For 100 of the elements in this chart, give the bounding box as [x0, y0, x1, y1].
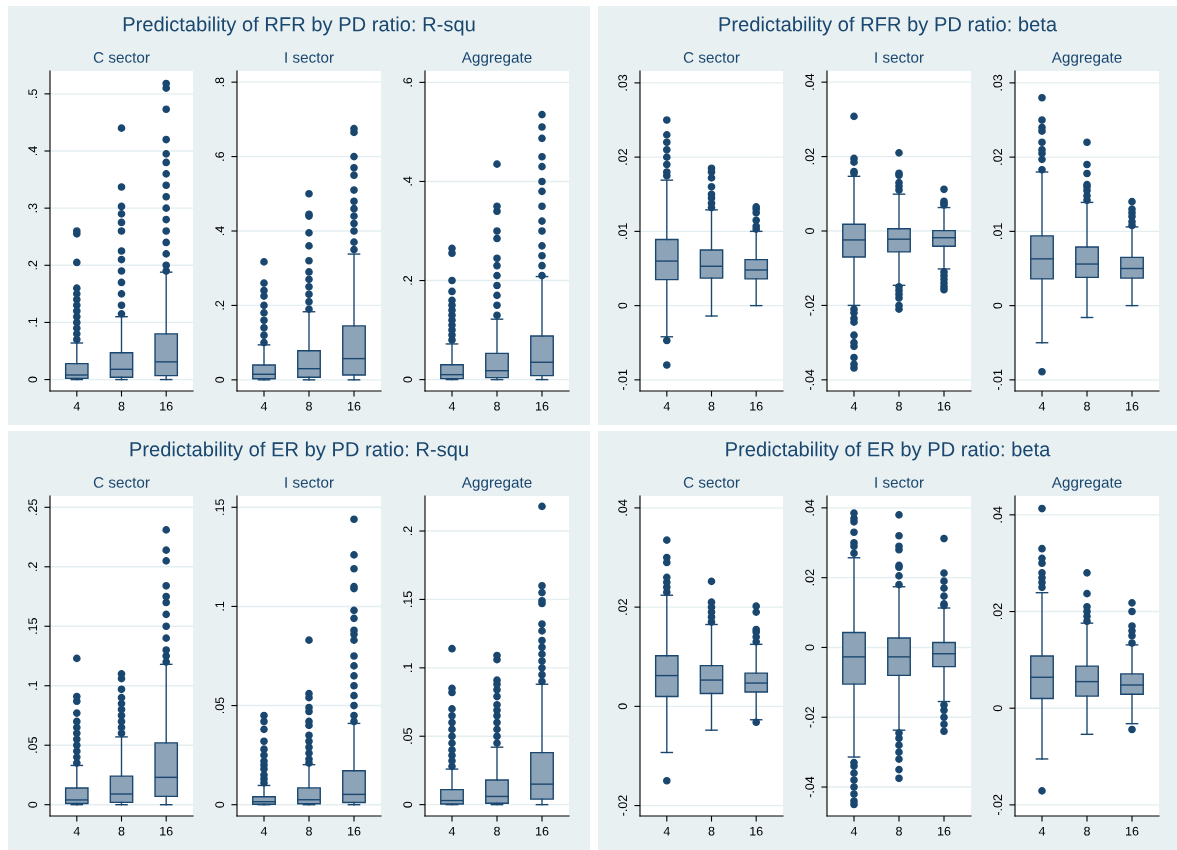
- x-tick-label: 4: [260, 401, 268, 411]
- chart-subtitle: I sector: [875, 477, 924, 488]
- x-tick-label: 16: [348, 401, 361, 411]
- y-tick-label: .15: [28, 618, 38, 634]
- x-tick-label: 8: [896, 401, 902, 411]
- y-tick-label: 0: [403, 376, 413, 383]
- x-tick-label: 4: [1038, 401, 1046, 411]
- x-tick-label: 16: [536, 401, 549, 411]
- y-tick-label: .1: [215, 601, 224, 611]
- chart-subtitle: Aggregate: [461, 477, 532, 491]
- y-tick-label: -.04: [805, 776, 815, 798]
- x-tick-label: 16: [938, 826, 951, 836]
- y-tick-label: -.02: [805, 707, 815, 728]
- x-tick-label: 8: [118, 826, 125, 836]
- y-tick-label: .4: [215, 226, 224, 236]
- y-tick-label: .02: [618, 149, 628, 165]
- x-tick-label: 4: [850, 826, 858, 836]
- x-tick-label: 16: [1126, 826, 1139, 836]
- y-tick-label: .15: [215, 499, 225, 515]
- x-tick-label: 8: [118, 401, 125, 411]
- text: Predictability of RFR by PD ratio: beta: [719, 16, 1058, 36]
- x-tick-label: 8: [494, 401, 500, 411]
- y-tick-label: 0: [618, 302, 628, 309]
- y-tick-label: .6: [403, 77, 413, 87]
- x-tick-label: 4: [850, 401, 858, 411]
- x-tick-label: 16: [160, 401, 173, 411]
- x-tick-label: 16: [750, 401, 763, 411]
- chart-subtitle: C sector: [683, 52, 740, 63]
- x-tick-label: 8: [708, 401, 715, 411]
- chart-subtitle: C sector: [93, 52, 150, 63]
- x-tick-label: 16: [938, 401, 951, 411]
- y-tick-label: 0: [805, 228, 815, 234]
- y-tick-label: .25: [28, 499, 38, 515]
- chart-subtitle: I sector: [285, 52, 334, 63]
- x-tick-label: 8: [1084, 401, 1090, 411]
- text: Predictability of RFR by PD ratio: R-squ: [123, 16, 475, 36]
- chart-subtitle: C sector: [93, 477, 150, 488]
- y-tick-label: .02: [993, 149, 1003, 165]
- y-tick-label: .1: [403, 663, 412, 672]
- x-tick-label: 8: [306, 401, 312, 411]
- y-tick-label: .2: [403, 526, 412, 536]
- y-tick-label: .02: [805, 569, 815, 586]
- y-tick-label: 0: [805, 644, 815, 651]
- chart-subtitle: I sector: [285, 477, 334, 488]
- y-tick-label: .3: [28, 203, 38, 213]
- text: Predictability of ER by PD ratio: R-squ: [130, 441, 468, 461]
- x-tick-label: 4: [260, 826, 268, 836]
- y-tick-label: 0: [403, 801, 413, 808]
- y-tick-label: .15: [403, 591, 413, 607]
- x-tick-label: 8: [708, 826, 715, 836]
- x-tick-label: 16: [536, 826, 549, 836]
- x-tick-label: 4: [448, 401, 456, 411]
- y-tick-label: .4: [28, 146, 37, 156]
- y-tick-label: -.02: [993, 794, 1003, 816]
- y-tick-label: .5: [28, 89, 38, 98]
- y-tick-label: .6: [215, 151, 225, 161]
- y-tick-label: .03: [618, 74, 628, 91]
- y-tick-label: -.02: [805, 295, 815, 316]
- y-tick-label: .4: [403, 176, 412, 186]
- x-tick-label: 16: [160, 826, 173, 836]
- y-tick-label: .04: [805, 73, 815, 90]
- x-tick-label: 8: [896, 826, 902, 836]
- x-tick-label: 4: [1038, 826, 1046, 836]
- y-tick-label: 0: [993, 705, 1003, 712]
- x-tick-label: 4: [448, 826, 456, 836]
- y-tick-label: 0: [28, 376, 38, 383]
- y-tick-label: 0: [215, 376, 225, 383]
- chart-subtitle: Aggregate: [461, 52, 532, 66]
- y-tick-label: .2: [215, 300, 224, 310]
- y-tick-label: .04: [993, 506, 1003, 523]
- y-tick-label: -.04: [805, 369, 815, 391]
- y-tick-label: 0: [993, 302, 1003, 309]
- y-tick-label: .8: [215, 77, 225, 87]
- y-tick-label: .02: [618, 599, 628, 615]
- x-tick-label: 16: [348, 826, 361, 836]
- x-tick-label: 16: [750, 826, 763, 836]
- y-tick-label: .02: [993, 603, 1003, 620]
- y-tick-label: .05: [403, 728, 413, 744]
- y-tick-label: .05: [28, 737, 38, 753]
- y-tick-label: .04: [618, 499, 628, 516]
- y-tick-label: -.01: [993, 369, 1003, 391]
- y-tick-label: .05: [215, 697, 225, 714]
- y-tick-label: 0: [215, 801, 225, 808]
- y-tick-label: .03: [993, 74, 1003, 91]
- y-tick-label: 0: [618, 703, 628, 710]
- chart-subtitle: Aggregate: [1051, 52, 1122, 66]
- y-tick-label: -.02: [618, 795, 628, 816]
- x-tick-label: 4: [663, 826, 670, 836]
- y-tick-label: 0: [28, 801, 38, 808]
- y-tick-label: .04: [805, 499, 815, 516]
- y-tick-label: .01: [993, 223, 1003, 239]
- x-tick-label: 8: [494, 826, 500, 836]
- y-tick-label: .2: [28, 260, 37, 270]
- x-tick-label: 8: [1084, 826, 1090, 836]
- y-tick-label: .1: [28, 317, 37, 327]
- text: Predictability of ER by PD ratio: beta: [726, 441, 1051, 461]
- x-tick-label: 8: [306, 826, 312, 836]
- x-tick-label: 4: [663, 401, 670, 411]
- y-tick-label: .1: [28, 681, 37, 690]
- chart-subtitle: I sector: [875, 52, 924, 63]
